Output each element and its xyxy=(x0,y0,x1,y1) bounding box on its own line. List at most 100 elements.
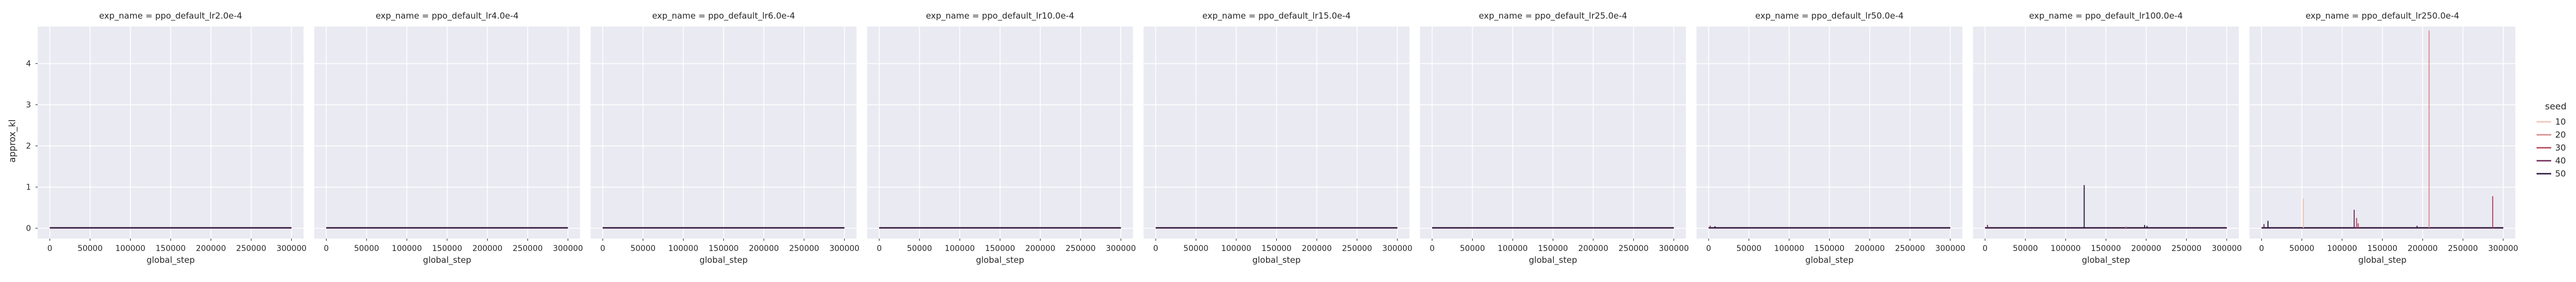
x-tick-label: 50000 xyxy=(630,244,656,253)
x-tick-label: 150000 xyxy=(1538,244,1568,253)
x-tick-label: 300000 xyxy=(2488,244,2518,253)
x-tick-label: 200000 xyxy=(1578,244,1608,253)
x-tick-label: 300000 xyxy=(1106,244,1136,253)
x-tick-label: 0 xyxy=(1429,244,1434,253)
x-tick-label: 150000 xyxy=(2091,244,2121,253)
x-tick-label: 200000 xyxy=(2131,244,2161,253)
x-axis-label: global_step xyxy=(146,255,195,266)
x-tick-label: 250000 xyxy=(1066,244,1095,253)
legend-items: 10 20 30 40 50 xyxy=(2537,117,2566,179)
y-axis-label: approx_kl xyxy=(7,120,18,163)
x-tick-label: 300000 xyxy=(1659,244,1688,253)
x-tick-label: 100000 xyxy=(115,244,145,253)
legend: seed 10 20 30 40 50 xyxy=(2537,101,2566,179)
x-tick-label: 300000 xyxy=(553,244,583,253)
panel-title: exp_name = ppo_default_lr15.0e-4 xyxy=(1202,11,1351,21)
x-tick-label: 200000 xyxy=(1025,244,1055,253)
x-tick-label: 100000 xyxy=(944,244,974,253)
x-tick-label: 300000 xyxy=(1382,244,1412,253)
y-tick-label: 2 xyxy=(26,142,31,151)
panel-title: exp_name = ppo_default_lr4.0e-4 xyxy=(376,11,519,21)
x-tick-label: 100000 xyxy=(668,244,698,253)
facet-panel: 0 50000 100000 150000 200000 250000 300000 exp_… xyxy=(1973,11,2242,266)
facet-panel: 0 50000 100000 150000 200000 250000 300000 exp_… xyxy=(1143,11,1412,266)
facet-panel: 0 50000 100000 150000 200000 250000 300000 exp_… xyxy=(2249,11,2518,266)
x-axis-label: global_step xyxy=(1806,255,1854,266)
facet-panel: 0 50000 100000 150000 200000 250000 300000 exp_… xyxy=(590,11,859,266)
x-tick-label: 0 xyxy=(324,244,329,253)
x-tick-label: 50000 xyxy=(2013,244,2038,253)
x-tick-label: 200000 xyxy=(196,244,226,253)
x-tick-label: 100000 xyxy=(392,244,422,253)
legend-label: 20 xyxy=(2555,130,2566,140)
x-tick-label: 200000 xyxy=(1302,244,1331,253)
x-tick-label: 0 xyxy=(47,244,52,253)
x-tick-label: 250000 xyxy=(2448,244,2478,253)
legend-label: 30 xyxy=(2555,143,2566,153)
x-tick-label: 100000 xyxy=(2327,244,2357,253)
facet-panel: 0 50000 100000 150000 200000 250000 300000 exp_… xyxy=(314,11,583,266)
x-tick-label: 200000 xyxy=(2408,244,2437,253)
x-tick-label: 100000 xyxy=(1498,244,1527,253)
x-tick-label: 150000 xyxy=(1262,244,1291,253)
x-axis-label: global_step xyxy=(1529,255,1577,266)
x-tick-label: 150000 xyxy=(432,244,462,253)
legend-label: 50 xyxy=(2555,169,2566,179)
x-axis-label: global_step xyxy=(699,255,748,266)
x-axis-label: global_step xyxy=(1253,255,1301,266)
y-tick-label: 1 xyxy=(26,183,31,192)
panel-title: exp_name = ppo_default_lr50.0e-4 xyxy=(1755,11,1904,21)
x-tick-label: 50000 xyxy=(354,244,380,253)
y-tick-label: 3 xyxy=(26,101,31,110)
facet-panels: 0 50000 100000 150000 200000 250000 3000000123… xyxy=(26,11,2518,266)
y-tick-label: 4 xyxy=(26,60,31,69)
facet-panel: 0 50000 100000 150000 200000 250000 300000 exp_… xyxy=(1420,11,1689,266)
x-tick-label: 0 xyxy=(1982,244,1987,253)
facet-panel: 0 50000 100000 150000 200000 250000 300000 exp_… xyxy=(1696,11,1966,266)
x-axis-label: global_step xyxy=(2358,255,2406,266)
x-tick-label: 0 xyxy=(877,244,882,253)
x-tick-label: 50000 xyxy=(78,244,103,253)
x-tick-label: 0 xyxy=(2259,244,2264,253)
x-tick-label: 50000 xyxy=(907,244,932,253)
x-tick-label: 300000 xyxy=(277,244,306,253)
panel-title: exp_name = ppo_default_lr6.0e-4 xyxy=(652,11,795,21)
x-tick-label: 250000 xyxy=(1895,244,1925,253)
x-tick-label: 0 xyxy=(1706,244,1711,253)
x-tick-label: 50000 xyxy=(1736,244,1762,253)
legend-label: 10 xyxy=(2555,117,2566,127)
x-tick-label: 300000 xyxy=(1935,244,1965,253)
x-tick-label: 200000 xyxy=(473,244,502,253)
x-tick-label: 250000 xyxy=(789,244,819,253)
x-tick-label: 150000 xyxy=(1815,244,1844,253)
x-tick-label: 250000 xyxy=(1619,244,1648,253)
x-tick-label: 0 xyxy=(600,244,605,253)
x-axis-label: global_step xyxy=(2082,255,2130,266)
x-tick-label: 200000 xyxy=(749,244,779,253)
x-tick-label: 250000 xyxy=(512,244,542,253)
x-tick-label: 250000 xyxy=(1342,244,1372,253)
x-tick-label: 50000 xyxy=(1460,244,1485,253)
x-axis-label: global_step xyxy=(423,255,471,266)
x-tick-label: 250000 xyxy=(2172,244,2201,253)
x-tick-label: 150000 xyxy=(985,244,1015,253)
x-tick-label: 100000 xyxy=(1774,244,1804,253)
x-tick-label: 300000 xyxy=(830,244,859,253)
x-tick-label: 150000 xyxy=(708,244,738,253)
x-tick-label: 150000 xyxy=(155,244,185,253)
facet-panel: 0 50000 100000 150000 200000 250000 300000 exp_… xyxy=(867,11,1136,266)
y-tick-label: 0 xyxy=(26,224,31,233)
x-tick-label: 300000 xyxy=(2212,244,2241,253)
panel-title: exp_name = ppo_default_lr25.0e-4 xyxy=(1479,11,1627,21)
x-tick-label: 200000 xyxy=(1855,244,1884,253)
panel-title: exp_name = ppo_default_lr250.0e-4 xyxy=(2306,11,2459,21)
x-tick-label: 250000 xyxy=(236,244,266,253)
legend-label: 40 xyxy=(2555,156,2566,166)
panel-title: exp_name = ppo_default_lr2.0e-4 xyxy=(99,11,242,21)
x-axis-label: global_step xyxy=(976,255,1024,266)
facet-panel: 0 50000 100000 150000 200000 250000 300000 0 1 2 3… xyxy=(26,11,306,266)
x-tick-label: 50000 xyxy=(1183,244,1209,253)
x-tick-label: 100000 xyxy=(2051,244,2080,253)
panel-title: exp_name = ppo_default_lr100.0e-4 xyxy=(2029,11,2183,21)
